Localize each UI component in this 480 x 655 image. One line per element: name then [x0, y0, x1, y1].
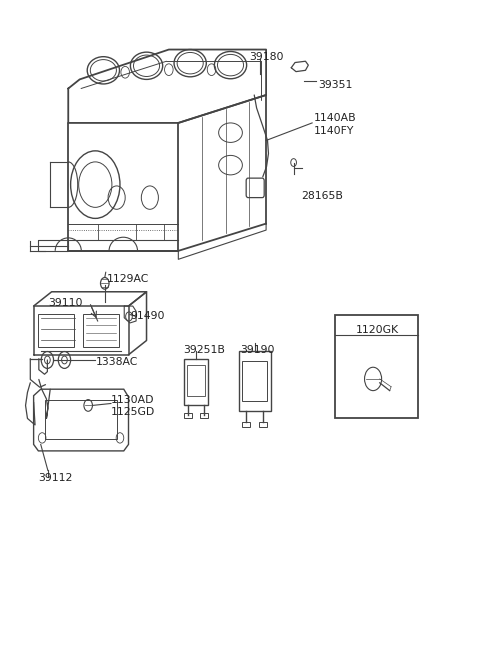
- Text: 1129AC: 1129AC: [107, 274, 150, 284]
- Bar: [83, 314, 119, 347]
- Bar: [260, 422, 267, 427]
- Bar: [239, 351, 271, 411]
- Bar: [242, 422, 250, 427]
- Text: 39251B: 39251B: [183, 345, 225, 354]
- Bar: [242, 361, 267, 401]
- Bar: [184, 359, 208, 405]
- Bar: [335, 314, 418, 419]
- Bar: [184, 413, 192, 419]
- Text: 1140AB: 1140AB: [313, 113, 356, 123]
- Text: 1140FY: 1140FY: [313, 126, 354, 136]
- Text: 39110: 39110: [48, 299, 83, 309]
- Text: 1338AC: 1338AC: [96, 357, 138, 367]
- Text: 1130AD: 1130AD: [111, 395, 155, 405]
- Text: 39351: 39351: [318, 81, 353, 90]
- Bar: [187, 365, 205, 396]
- Bar: [200, 413, 208, 419]
- Bar: [38, 314, 74, 347]
- Text: 1120GK: 1120GK: [355, 325, 398, 335]
- Text: 91490: 91490: [130, 311, 165, 321]
- Text: 1125GD: 1125GD: [111, 407, 155, 417]
- Text: 39180: 39180: [250, 52, 284, 62]
- Bar: [46, 400, 117, 440]
- Text: 39112: 39112: [38, 472, 73, 483]
- Text: 39190: 39190: [240, 345, 275, 354]
- Text: 28165B: 28165B: [301, 191, 343, 200]
